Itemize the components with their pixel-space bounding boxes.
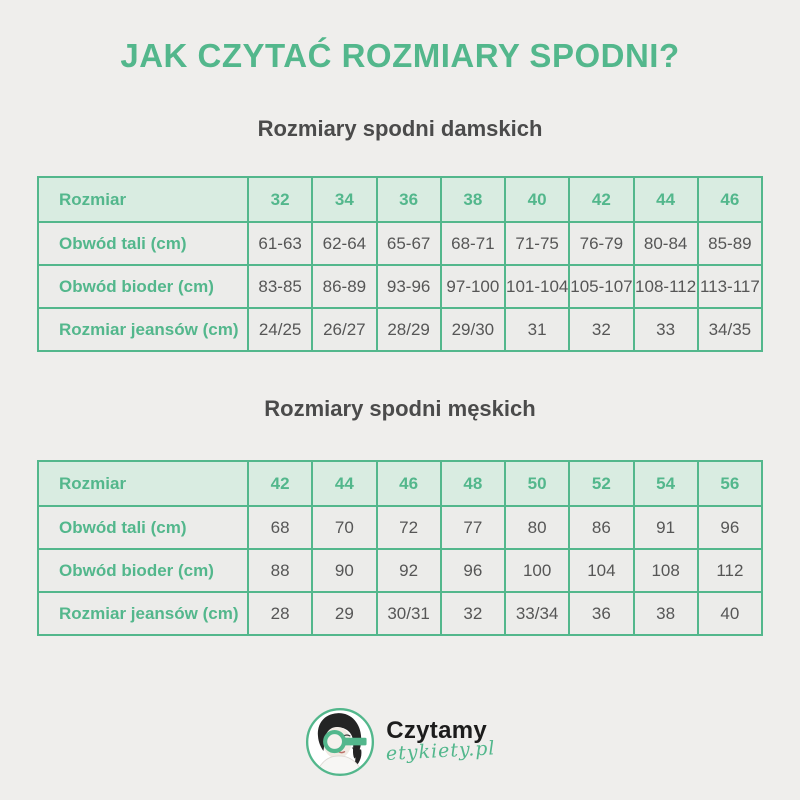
- value-cell: 29/30: [439, 307, 507, 352]
- value-cell: 34/35: [696, 307, 764, 352]
- value-cell: 80-84: [632, 221, 699, 266]
- value-cell: 32: [568, 307, 635, 352]
- value-cell: 70: [311, 505, 378, 550]
- value-cell: 93-96: [375, 264, 442, 309]
- value-cell: 30/31: [375, 591, 442, 636]
- size-header-cell: 54: [632, 460, 699, 507]
- value-cell: 28/29: [375, 307, 442, 352]
- value-cell: 40: [696, 591, 764, 636]
- value-cell: 101-104: [503, 264, 571, 309]
- brand-logo-text: Czytamy etykiety.pl: [385, 717, 497, 765]
- size-header-cell: 44: [311, 460, 378, 507]
- value-cell: 86: [568, 505, 635, 550]
- brand-domain: etykiety.pl: [385, 737, 497, 765]
- value-cell: 113-117: [696, 264, 764, 309]
- women-table-title: Rozmiary spodni damskich: [257, 116, 543, 141]
- row-label: Rozmiar jeansów (cm): [37, 307, 249, 352]
- hips-row: Obwód bioder (cm) 88 90 92 96 100 104 10…: [37, 548, 764, 593]
- value-cell: 29: [311, 591, 378, 636]
- value-cell: 68-71: [439, 221, 507, 266]
- value-cell: 112: [696, 548, 764, 593]
- size-header-cell: 42: [568, 176, 635, 223]
- size-row-label: Rozmiar: [37, 176, 249, 223]
- waist-row: Obwód tali (cm) 61-63 62-64 65-67 68-71 …: [37, 221, 764, 266]
- value-cell: 85-89: [696, 221, 764, 266]
- brand-name: Czytamy: [386, 717, 488, 744]
- value-cell: 88: [246, 548, 314, 593]
- size-header-cell: 44: [632, 176, 699, 223]
- value-cell: 68: [246, 505, 314, 550]
- row-label: Obwód bioder (cm): [37, 548, 249, 593]
- size-header-cell: 52: [568, 460, 635, 507]
- value-cell: 65-67: [375, 221, 442, 266]
- row-label: Rozmiar jeansów (cm): [37, 591, 249, 636]
- women-sizes-table: Rozmiar 32 34 36 38 40 42 44 46 Obwód ta…: [37, 176, 764, 352]
- size-header-cell: 32: [246, 176, 314, 223]
- value-cell: 80: [503, 505, 571, 550]
- size-header-cell: 34: [311, 176, 378, 223]
- value-cell: 38: [632, 591, 699, 636]
- value-cell: 108: [632, 548, 699, 593]
- value-cell: 33/34: [503, 591, 571, 636]
- value-cell: 24/25: [246, 307, 314, 352]
- size-header-cell: 48: [439, 460, 507, 507]
- value-cell: 26/27: [311, 307, 378, 352]
- size-header-cell: 38: [439, 176, 507, 223]
- men-header-row: Rozmiar 42 44 46 48 50 52 54 56: [37, 460, 764, 507]
- value-cell: 71-75: [503, 221, 571, 266]
- men-sizes-table: Rozmiar 42 44 46 48 50 52 54 56 Obwód ta…: [37, 460, 764, 636]
- value-cell: 100: [503, 548, 571, 593]
- value-cell: 32: [439, 591, 507, 636]
- size-header-cell: 42: [246, 460, 314, 507]
- value-cell: 91: [632, 505, 699, 550]
- value-cell: 72: [375, 505, 442, 550]
- size-row-label: Rozmiar: [37, 460, 249, 507]
- size-header-cell: 46: [696, 176, 764, 223]
- value-cell: 92: [375, 548, 442, 593]
- value-cell: 86-89: [311, 264, 378, 309]
- value-cell: 105-107: [568, 264, 635, 309]
- value-cell: 90: [311, 548, 378, 593]
- page-title: JAK CZYTAĆ ROZMIARY SPODNI?: [120, 37, 680, 74]
- brand-logo: Czytamy etykiety.pl: [0, 706, 800, 778]
- size-header-cell: 40: [503, 176, 571, 223]
- value-cell: 97-100: [439, 264, 507, 309]
- value-cell: 83-85: [246, 264, 314, 309]
- women-header-row: Rozmiar 32 34 36 38 40 42 44 46: [37, 176, 764, 223]
- size-header-cell: 56: [696, 460, 764, 507]
- value-cell: 76-79: [568, 221, 635, 266]
- value-cell: 96: [439, 548, 507, 593]
- value-cell: 28: [246, 591, 314, 636]
- row-label: Obwód bioder (cm): [37, 264, 249, 309]
- hips-row: Obwód bioder (cm) 83-85 86-89 93-96 97-1…: [37, 264, 764, 309]
- value-cell: 108-112: [632, 264, 699, 309]
- row-label: Obwód tali (cm): [37, 221, 249, 266]
- jeans-row: Rozmiar jeansów (cm) 28 29 30/31 32 33/3…: [37, 591, 764, 636]
- value-cell: 33: [632, 307, 699, 352]
- value-cell: 77: [439, 505, 507, 550]
- size-header-cell: 50: [503, 460, 571, 507]
- men-table-title: Rozmiary spodni męskich: [264, 396, 536, 421]
- size-header-cell: 36: [375, 176, 442, 223]
- value-cell: 61-63: [246, 221, 314, 266]
- value-cell: 31: [503, 307, 571, 352]
- woman-with-magnifier-icon: [306, 707, 375, 777]
- size-header-cell: 46: [375, 460, 442, 507]
- value-cell: 104: [568, 548, 635, 593]
- value-cell: 62-64: [311, 221, 378, 266]
- row-label: Obwód tali (cm): [37, 505, 249, 550]
- value-cell: 36: [568, 591, 635, 636]
- jeans-row: Rozmiar jeansów (cm) 24/25 26/27 28/29 2…: [37, 307, 764, 352]
- value-cell: 96: [696, 505, 764, 550]
- waist-row: Obwód tali (cm) 68 70 72 77 80 86 91 96: [37, 505, 764, 550]
